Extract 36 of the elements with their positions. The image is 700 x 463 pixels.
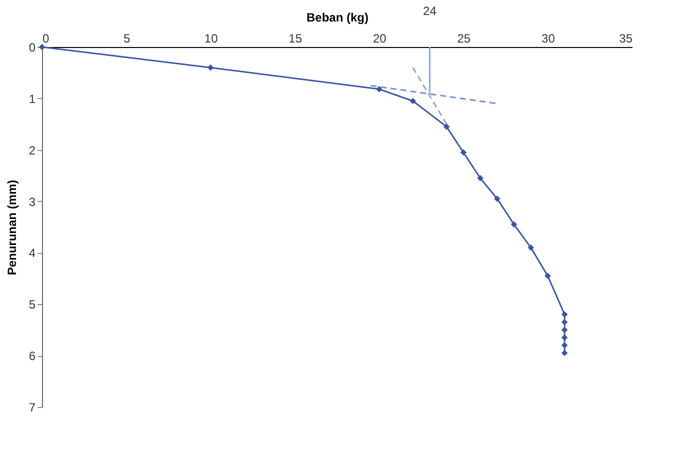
y-axis-title: Penurunan (mm) — [4, 180, 19, 276]
point — [443, 124, 450, 130]
point — [410, 98, 416, 104]
point — [561, 342, 568, 348]
point — [561, 318, 568, 326]
x-tick-label: 20 — [372, 32, 387, 46]
x-tick-label: 15 — [288, 32, 302, 46]
x-tick-label: 10 — [204, 32, 218, 46]
y-tick-label: 3 — [28, 194, 36, 209]
point — [544, 272, 551, 280]
point — [376, 86, 382, 92]
point — [561, 326, 568, 334]
point — [494, 196, 500, 202]
point — [528, 244, 534, 251]
y-tick-label: 7 — [28, 400, 36, 414]
y-tick-label: 5 — [28, 298, 36, 312]
x-axis-title: Beban (kg) — [306, 10, 369, 24]
y-tick-label: 4 — [28, 246, 36, 260]
y-tick-label: 1 — [28, 92, 36, 106]
x-tick-label: 0 — [42, 32, 50, 46]
point — [510, 221, 518, 228]
annotation: 24 — [423, 4, 437, 18]
point — [460, 149, 467, 156]
point — [477, 174, 484, 182]
point — [561, 311, 568, 318]
y-tick-label: 0 — [28, 40, 36, 54]
x-tick-label: 30 — [542, 32, 556, 46]
y-tick-label: 6 — [28, 349, 36, 364]
point — [207, 64, 214, 71]
x-tick-label: 25 — [457, 32, 471, 46]
x-tick-label: 5 — [123, 32, 130, 46]
point — [561, 350, 568, 356]
point — [38, 44, 46, 50]
x-tick-label: 35 — [619, 32, 633, 46]
point — [561, 334, 568, 341]
y-tick-label: 2 — [28, 143, 36, 158]
